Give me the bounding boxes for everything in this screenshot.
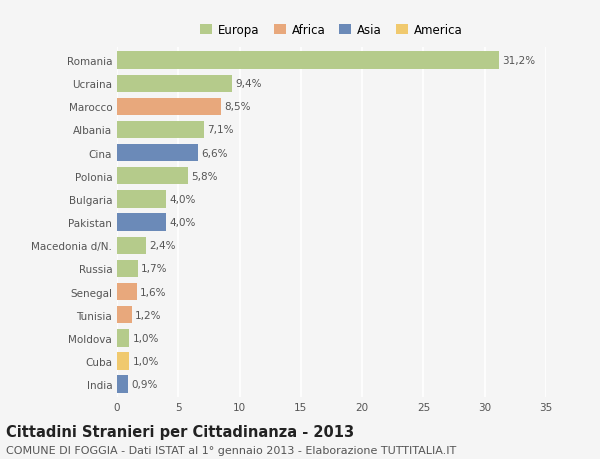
Text: 9,4%: 9,4% <box>235 79 262 89</box>
Text: 1,0%: 1,0% <box>133 356 158 366</box>
Bar <box>117 283 137 301</box>
Text: 1,0%: 1,0% <box>133 333 158 343</box>
Text: Cittadini Stranieri per Cittadinanza - 2013: Cittadini Stranieri per Cittadinanza - 2… <box>6 425 354 440</box>
Text: 8,5%: 8,5% <box>224 102 251 112</box>
Bar <box>117 122 204 139</box>
Bar <box>117 52 499 70</box>
Bar <box>117 375 128 393</box>
Bar <box>117 191 166 208</box>
Text: 6,6%: 6,6% <box>201 148 227 158</box>
Text: 1,6%: 1,6% <box>140 287 166 297</box>
Text: 7,1%: 7,1% <box>207 125 233 135</box>
Text: 4,0%: 4,0% <box>169 195 196 205</box>
Text: COMUNE DI FOGGIA - Dati ISTAT al 1° gennaio 2013 - Elaborazione TUTTITALIA.IT: COMUNE DI FOGGIA - Dati ISTAT al 1° genn… <box>6 445 456 455</box>
Bar <box>117 98 221 116</box>
Bar <box>117 330 129 347</box>
Text: 31,2%: 31,2% <box>502 56 536 66</box>
Bar <box>117 353 129 370</box>
Bar <box>117 168 188 185</box>
Text: 5,8%: 5,8% <box>191 171 218 181</box>
Text: 4,0%: 4,0% <box>169 218 196 228</box>
Bar <box>117 260 138 278</box>
Text: 0,9%: 0,9% <box>131 379 157 389</box>
Legend: Europa, Africa, Asia, America: Europa, Africa, Asia, America <box>196 19 467 42</box>
Bar <box>117 214 166 231</box>
Text: 2,4%: 2,4% <box>149 241 176 251</box>
Bar <box>117 75 232 93</box>
Text: 1,7%: 1,7% <box>141 264 167 274</box>
Bar <box>117 145 198 162</box>
Text: 1,2%: 1,2% <box>135 310 161 320</box>
Bar <box>117 237 146 254</box>
Bar <box>117 306 132 324</box>
